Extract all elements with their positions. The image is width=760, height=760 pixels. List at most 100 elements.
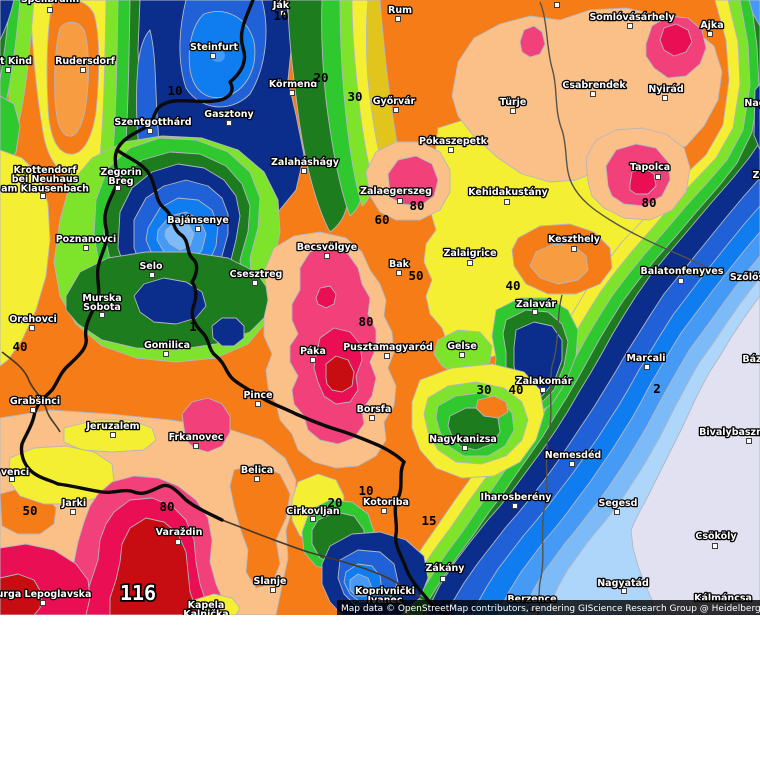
town-label: Grabšinci <box>10 396 60 407</box>
town-marker <box>195 226 201 232</box>
town-marker <box>40 600 46 606</box>
contour-value: 80 <box>409 198 424 213</box>
town-label: Zalaigrice <box>443 248 496 259</box>
town-label: Zalavár <box>516 299 557 310</box>
contour-value: 116 <box>120 581 156 605</box>
town-marker <box>644 364 650 370</box>
contour-value: 50 <box>22 503 37 518</box>
town-marker <box>40 193 46 199</box>
map-attribution: Map data © OpenStreetMap contributors, r… <box>337 600 760 615</box>
town-marker <box>707 31 713 37</box>
town-marker <box>252 280 258 286</box>
town-marker <box>397 198 403 204</box>
town-marker <box>627 23 633 29</box>
contour-value: 10 <box>167 83 182 98</box>
town-label: Ják <box>272 0 290 11</box>
town-label: Rum <box>388 5 412 16</box>
town-marker <box>110 432 116 438</box>
town-label: Iharosberény <box>481 492 553 503</box>
town-marker <box>47 7 53 13</box>
town-marker <box>462 445 468 451</box>
town-label: Keszthely <box>548 234 601 245</box>
contour-value: 1 <box>189 319 197 334</box>
town-label: Tapolca <box>630 162 670 173</box>
town-marker <box>310 357 316 363</box>
town-label: Csesztreg <box>230 269 283 280</box>
town-marker <box>29 325 35 331</box>
town-marker <box>571 246 577 252</box>
town-label: Cirkovljan <box>286 506 340 517</box>
town-label: Poznanovci <box>56 234 117 245</box>
town-marker <box>115 185 121 191</box>
town-label: Szentgotthárd <box>114 117 191 128</box>
town-label: Jeruzalem <box>86 421 140 432</box>
town-marker <box>678 278 684 284</box>
town-label: Z <box>753 170 760 181</box>
town-label: Nyirád <box>648 84 683 95</box>
town-marker <box>5 67 11 73</box>
town-marker <box>149 272 155 278</box>
precipitation-map: Spellbrunn Ják Rum Somlóvásárhely Ajka Steinf… <box>0 0 760 615</box>
town-marker <box>175 539 181 545</box>
town-label: Zákány <box>426 563 466 574</box>
town-label: Krottendorf bei Neuhaus am Klausenbach <box>1 165 89 194</box>
town-marker <box>226 120 232 126</box>
contour-value: 60 <box>374 212 389 227</box>
town-marker <box>621 588 627 594</box>
town-label: Somlóvásárhely <box>589 12 675 23</box>
contour-value: 80 <box>159 499 174 514</box>
contour-value: 80 <box>358 314 373 329</box>
town-marker <box>270 587 276 593</box>
town-marker <box>569 461 575 467</box>
contour-value: 10 <box>273 8 288 23</box>
town-label: Frkanovec <box>169 432 224 443</box>
town-marker <box>280 10 286 16</box>
contour-value: 40 <box>12 339 27 354</box>
town-label: Báz <box>742 354 760 365</box>
contour-value: 10 <box>358 483 373 498</box>
town-label: Pusztamagyaród <box>343 342 433 353</box>
town-label: Páka <box>300 346 326 357</box>
town-marker <box>512 503 518 509</box>
town-marker <box>504 199 510 205</box>
town-label: Marcali <box>626 353 665 364</box>
town-label: Kotoriba <box>363 497 409 508</box>
town-marker <box>80 67 86 73</box>
town-marker <box>540 387 546 393</box>
town-marker <box>662 95 668 101</box>
town-label: Nag <box>744 98 760 109</box>
contour-value: 80 <box>641 195 656 210</box>
map-canvas: Spellbrunn Ják Rum Somlóvásárhely Ajka Steinf… <box>0 0 760 615</box>
town-marker <box>163 351 169 357</box>
town-label: Pókaszepetk <box>419 136 488 147</box>
town-marker <box>614 509 620 515</box>
town-marker <box>510 108 516 114</box>
contour-value: 20 <box>327 495 342 510</box>
town-label: Nagyatád <box>597 578 649 589</box>
town-label: Rudersdorf <box>55 56 116 67</box>
town-marker <box>324 253 330 259</box>
town-marker <box>655 174 661 180</box>
town-label: Zalaegerszeg <box>360 186 432 197</box>
town-marker <box>712 543 718 549</box>
contour-value: 20 <box>313 70 328 85</box>
town-marker <box>99 312 105 318</box>
town-label: Slanje <box>254 576 287 587</box>
town-marker <box>255 401 261 407</box>
town-label: Zalakomár <box>516 376 573 387</box>
town-label: Varaždin <box>156 527 203 538</box>
town-marker <box>459 352 465 358</box>
town-marker <box>310 516 316 522</box>
town-label: Borsfa <box>357 404 392 415</box>
town-marker <box>384 353 390 359</box>
town-label: Csabrendek <box>562 80 626 91</box>
town-marker <box>289 90 295 96</box>
town-marker <box>30 407 36 413</box>
town-label: Szőlős <box>730 272 760 283</box>
town-label: t Kind <box>0 56 32 67</box>
town-label: Győrvár <box>373 96 416 107</box>
town-marker <box>746 438 752 444</box>
town-label: Gomilica <box>144 340 190 351</box>
town-marker <box>381 508 387 514</box>
town-marker <box>210 53 216 59</box>
